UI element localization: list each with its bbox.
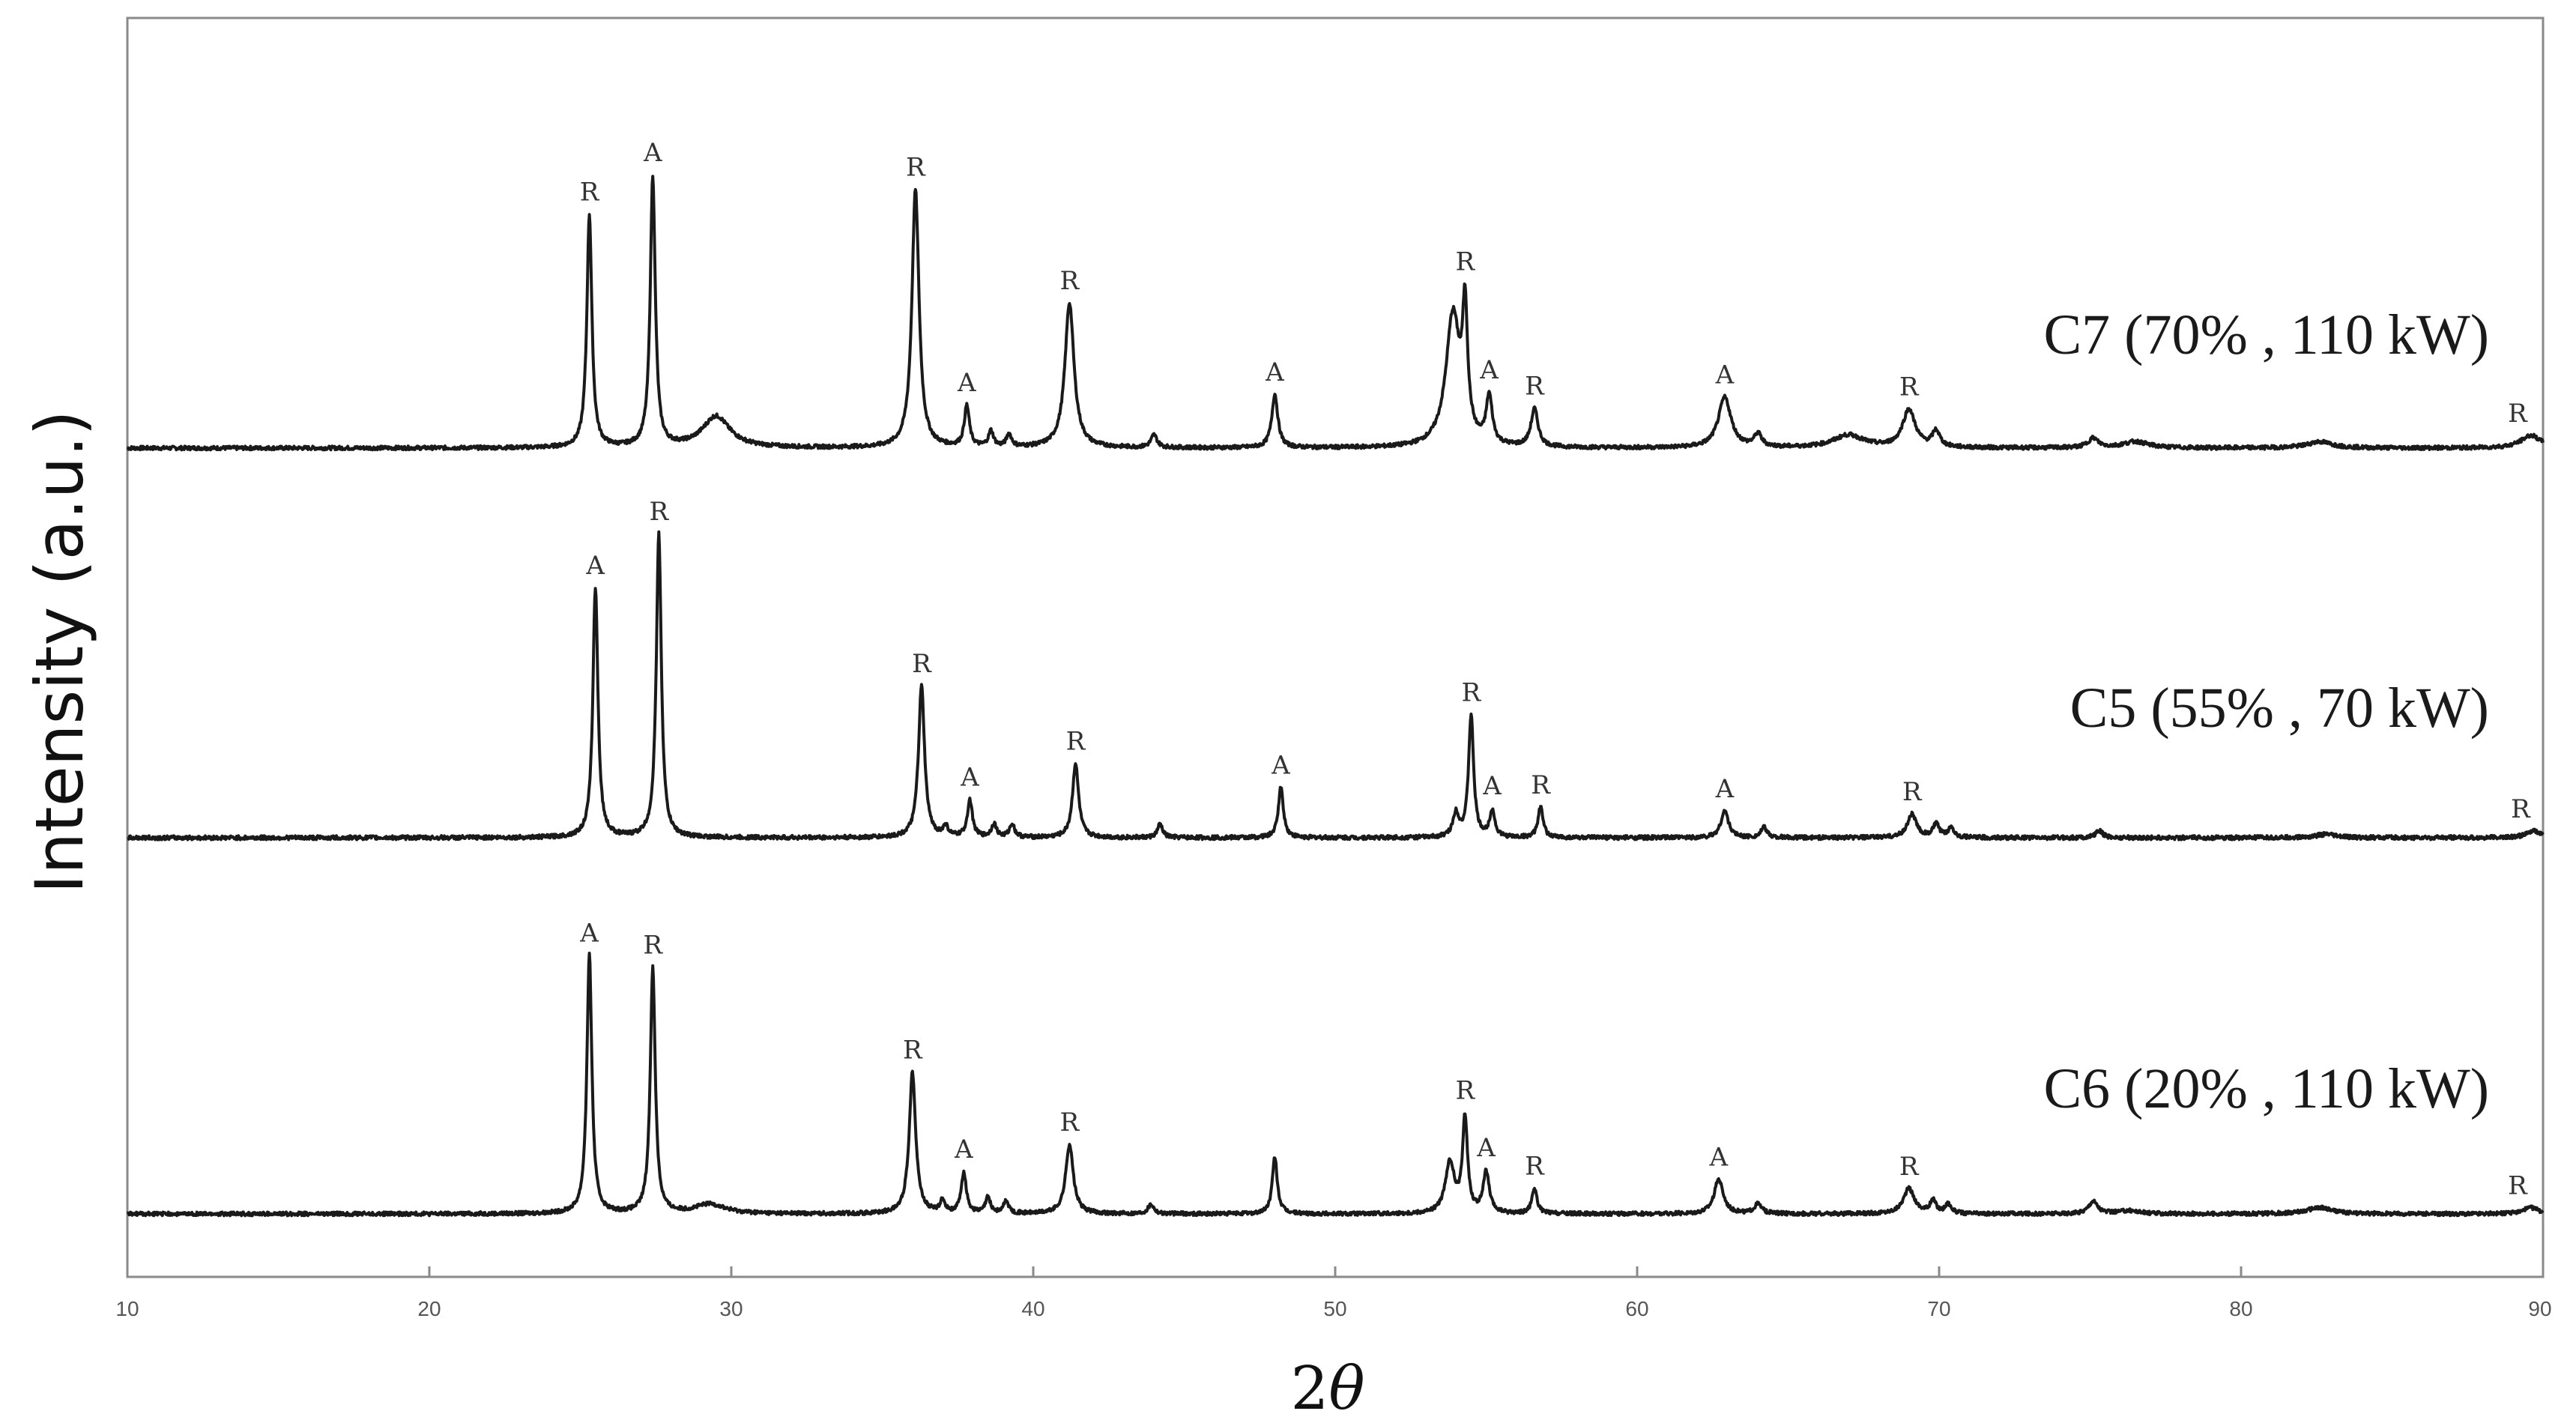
peak-label-rutile: R (649, 497, 669, 527)
xrd-trace-3 (126, 952, 2545, 1218)
peak-label-rutile: R (1899, 372, 1920, 402)
x-tick-label: 80 (2229, 1297, 2252, 1320)
peak-label-anatase: A (1271, 750, 1290, 780)
x-axis-label-number: 2 (1290, 1353, 1328, 1423)
peak-label-rutile: R (1455, 247, 1475, 277)
x-tick-label: 60 (1625, 1297, 1648, 1320)
y-axis-label: Intensity (a.u.) (21, 410, 98, 893)
peak-label-anatase: A (1265, 357, 1284, 387)
peak-label-rutile: R (1060, 1108, 1080, 1138)
peak-label-rutile: R (1066, 727, 1086, 757)
x-axis: 10 20 30 40 50 60 70 80 90 (115, 1266, 2552, 1320)
peak-label-rutile: R (1902, 777, 1923, 807)
series-label-2: C5 (55% , 70 kW) (2070, 677, 2489, 740)
peak-label-rutile: R (1531, 770, 1551, 800)
peak-label-rutile: R (1462, 677, 1482, 707)
peak-label-anatase: A (1479, 355, 1499, 385)
peak-label-anatase: A (954, 1135, 973, 1164)
peak-label-rutile: R (580, 178, 600, 208)
peak-label-anatase: A (1715, 360, 1735, 390)
peak-label-anatase: A (960, 763, 979, 793)
x-tick-label: 90 (2528, 1297, 2551, 1320)
peak-label-anatase: A (957, 368, 976, 398)
peak-label-anatase: A (579, 919, 599, 949)
xrd-trace-2 (126, 530, 2545, 842)
x-tick-label: 20 (417, 1297, 441, 1320)
peak-label-anatase: A (1476, 1133, 1496, 1163)
x-tick-label: 70 (1927, 1297, 1950, 1320)
x-tick-label: 50 (1323, 1297, 1346, 1320)
x-tick-label: 30 (719, 1297, 743, 1320)
series-label-3: C6 (20% , 110 kW) (2043, 1057, 2489, 1120)
peak-label-anatase: A (1715, 774, 1735, 804)
peak-label-anatase: A (643, 138, 662, 168)
peak-label-rutile: R (1455, 1076, 1475, 1106)
peak-label-rutile: R (2511, 794, 2531, 824)
peak-label-rutile: R (903, 1035, 923, 1065)
series-label-1: C7 (70% , 110 kW) (2043, 303, 2489, 366)
x-axis-label-theta: θ (1328, 1353, 1364, 1423)
peak-label-rutile: R (1899, 1152, 1920, 1182)
peak-label-anatase: A (585, 551, 605, 581)
x-tick-label: 40 (1021, 1297, 1044, 1320)
x-tick-label: 10 (115, 1297, 139, 1320)
x-axis-label: 2θ (1290, 1353, 1364, 1423)
peak-label-rutile: R (643, 930, 663, 960)
peak-label-anatase: A (1709, 1142, 1729, 1172)
peak-label-rutile: R (912, 649, 932, 679)
peak-label-rutile: R (1525, 372, 1545, 402)
series-layer (126, 175, 2545, 1218)
xrd-trace-1 (126, 175, 2545, 452)
peak-label-rutile: R (1060, 266, 1080, 296)
peak-label-anatase: A (1482, 771, 1502, 801)
peak-label-rutile: R (906, 153, 926, 183)
peak-label-rutile: R (2508, 399, 2528, 429)
peak-label-rutile: R (1525, 1151, 1545, 1181)
peak-label-rutile: R (2508, 1171, 2528, 1201)
